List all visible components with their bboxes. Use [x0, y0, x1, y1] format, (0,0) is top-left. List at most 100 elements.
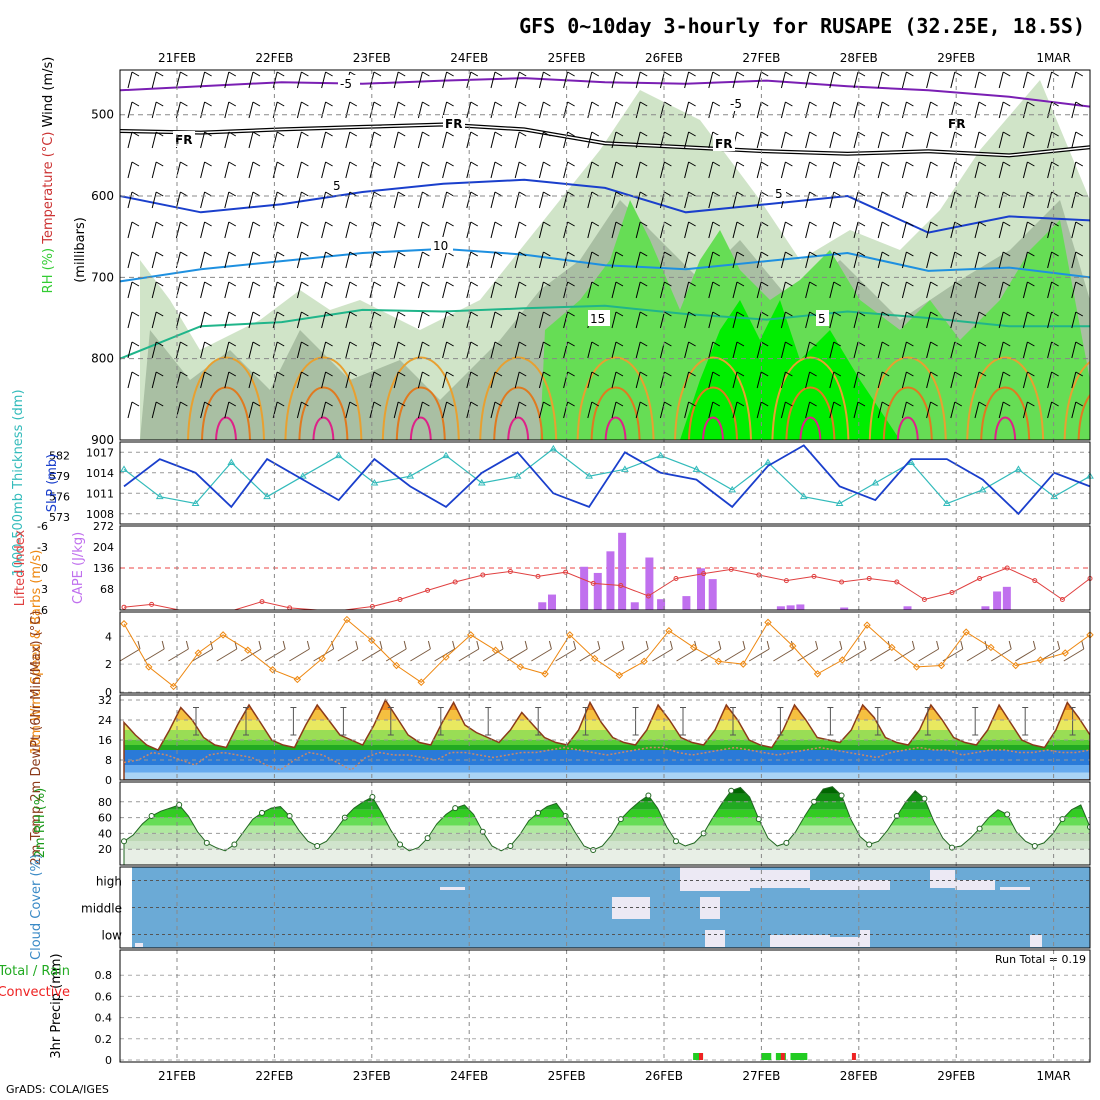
thickness-point — [334, 451, 343, 459]
li-ylabel-part: Lifted Index — [13, 529, 28, 606]
lifted-index-point — [949, 590, 955, 595]
wind-barb — [538, 71, 551, 89]
wind-barb — [1071, 131, 1084, 149]
wind-barb — [151, 221, 164, 239]
wind-barb — [442, 371, 454, 389]
wind-barb — [732, 341, 745, 359]
wind-barb — [224, 401, 237, 419]
lifted-index-point — [783, 578, 789, 584]
rh-point — [397, 841, 403, 848]
wind-barb — [829, 131, 842, 149]
wind10m-point — [962, 628, 970, 636]
date-label-top: 23FEB — [353, 51, 391, 65]
cloud-row-label: middle — [81, 902, 122, 916]
wind-barb — [514, 371, 527, 389]
lifted-index-point — [1032, 578, 1038, 584]
wind10m-barb — [168, 640, 189, 662]
upper-air-clip — [120, 71, 1100, 441]
wind-barb — [345, 191, 358, 209]
wind10m-ylabel: 10m Wind Speed & Barbs (m/s) — [29, 550, 44, 755]
precip-panel-frame — [119, 949, 1091, 1063]
wind-barb — [659, 191, 672, 209]
freezing-level-inner — [120, 123, 1090, 157]
wind-barb — [175, 71, 188, 89]
precip-bar-total — [761, 1053, 772, 1060]
wind10m-point — [640, 657, 648, 666]
wind10m-point — [516, 663, 525, 671]
cloud-block — [770, 935, 830, 947]
thickness-point — [120, 465, 128, 472]
wind-barb — [200, 191, 212, 209]
mb-tick-label: 900 — [91, 433, 114, 447]
wind-barb — [732, 311, 745, 329]
wind-barb — [369, 131, 382, 149]
wind-barb — [1047, 371, 1059, 389]
wind-barb — [684, 131, 696, 149]
date-label-bottom: 1MAR — [1036, 1069, 1071, 1083]
wind-barb — [901, 311, 914, 329]
wind-barb — [901, 401, 914, 419]
wind-barb — [780, 401, 793, 419]
wind-barb — [587, 251, 600, 269]
wind-barb — [538, 191, 551, 209]
isotherm-20-arc — [479, 356, 558, 440]
wind-barb — [998, 341, 1011, 359]
wind-barb — [296, 401, 309, 419]
isotherm-25-arc — [298, 386, 349, 440]
cape-bar — [606, 551, 615, 610]
wind-barb — [950, 281, 963, 299]
slp-ylabel: SLP (mb) — [45, 454, 60, 513]
wind-barb — [635, 161, 648, 179]
wind-barb — [1071, 341, 1084, 359]
wind-barb — [1071, 191, 1084, 209]
date-label-top: 21FEB — [158, 51, 196, 65]
wind-barb — [393, 251, 406, 269]
mb-tick-label: 700 — [91, 270, 114, 284]
wind-barb — [224, 131, 237, 149]
wind-barb — [538, 371, 551, 389]
wind10m-ylabel-part: 10m Wind Speed & Barbs (m/s) — [29, 550, 44, 755]
wind-barb — [272, 191, 285, 209]
wind-barb — [1047, 161, 1059, 179]
wind10m-point — [442, 653, 450, 661]
precip-bar-convective — [851, 1053, 856, 1060]
cloud-block — [750, 870, 810, 888]
wind-barb — [1071, 311, 1084, 329]
date-label-bottom: 29FEB — [937, 1069, 975, 1083]
temp-minmax-bar — [535, 707, 542, 736]
wind10m-point — [392, 661, 401, 670]
isotherm-30-arc — [215, 416, 237, 440]
wind-barb — [756, 341, 769, 359]
wind-barb — [901, 281, 914, 299]
precip-bar-total — [790, 1053, 801, 1060]
thickness-tick-label: 576 — [49, 491, 70, 504]
wind-barb — [901, 101, 914, 119]
wind-barb — [684, 71, 696, 89]
wind-barb — [417, 221, 430, 239]
wind-barb — [175, 101, 188, 119]
wind-barb — [635, 281, 648, 299]
wind-barb — [756, 161, 769, 179]
wind10m-point — [838, 656, 847, 664]
wind-barb — [1047, 341, 1059, 359]
wind-barb — [732, 161, 745, 179]
wind-barb — [805, 311, 817, 329]
wind-barb — [829, 191, 842, 209]
rh-point — [424, 835, 431, 842]
rh-band — [124, 849, 1090, 865]
isotherm-30-arc — [1093, 418, 1100, 441]
wind10m-barb — [821, 640, 843, 662]
li-tick-label: -6 — [37, 520, 48, 533]
wind-barb — [224, 281, 237, 299]
wind10m-barb — [289, 640, 310, 662]
slp-tick-label: 1008 — [86, 508, 114, 521]
wind-barb — [611, 401, 624, 419]
rh-point — [203, 839, 210, 846]
wind-barb — [514, 281, 527, 299]
wind10m-barb — [748, 640, 770, 662]
wind-barb — [175, 311, 188, 329]
wind-barb — [490, 71, 503, 89]
wind-barb — [151, 161, 164, 179]
cape-bar — [786, 605, 795, 610]
date-label-bottom: 24FEB — [450, 1069, 488, 1083]
